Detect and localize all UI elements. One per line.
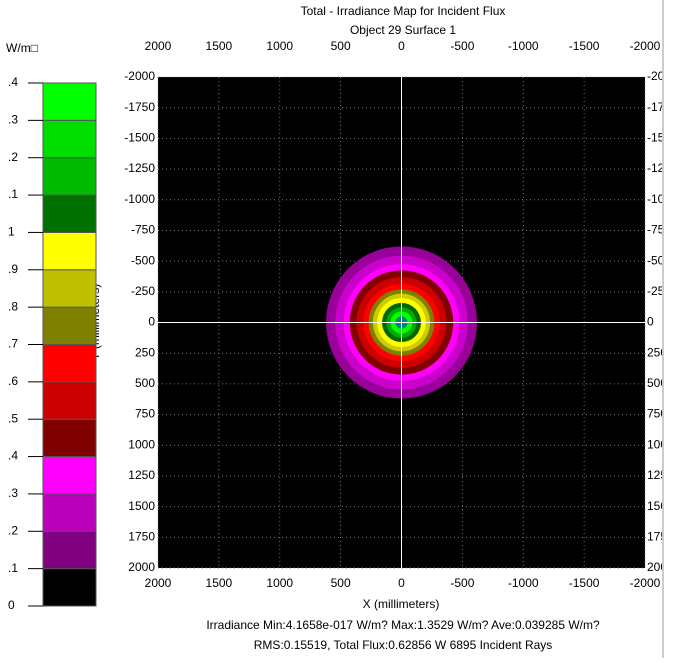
colorbar-label: .4	[8, 449, 18, 463]
y-tick-label: 1000	[647, 437, 674, 451]
colorbar-label: .5	[8, 411, 18, 425]
y-tick-label: -500	[647, 253, 671, 267]
colorbar-box	[42, 493, 97, 532]
y-tick-label: 1250	[647, 468, 674, 482]
y-tick-label: 2000	[647, 560, 674, 574]
x-tick-label: -1500	[569, 576, 600, 590]
colorbar-box	[42, 306, 97, 345]
y-tick-label: 0	[647, 315, 654, 329]
x-tick-label: 500	[331, 576, 351, 590]
y-tick-label: 500	[647, 376, 667, 390]
x-tick-label: -500	[450, 576, 474, 590]
colorbar-label: .4	[8, 75, 18, 89]
y-tick-label: -250	[131, 284, 155, 298]
y-tick-label: 1250	[128, 468, 155, 482]
colorbar-label: .6	[8, 374, 18, 388]
colorbar-label: .2	[8, 150, 18, 164]
y-tick-label: -1250	[124, 161, 155, 175]
colorbar-box	[42, 344, 97, 383]
x-tick-label: 1000	[266, 39, 293, 53]
x-tick-label: 0	[398, 576, 405, 590]
y-tick-label: 1500	[647, 499, 674, 513]
chart-title: Total - Irradiance Map for Incident Flux	[301, 4, 506, 18]
colorbar-box	[42, 381, 97, 420]
x-tick-label: 2000	[145, 576, 172, 590]
y-tick-label: 500	[135, 376, 155, 390]
y-tick-label: 1750	[647, 529, 674, 543]
colorbar-label: 1	[8, 225, 15, 239]
y-tick-label: 250	[135, 345, 155, 359]
x-tick-label: 2000	[145, 39, 172, 53]
y-tick-label: 250	[647, 345, 667, 359]
y-tick-label: 750	[647, 407, 667, 421]
plot-window: Total - Irradiance Map for Incident Flux…	[6, 4, 678, 652]
y-tick-label: 1000	[128, 437, 155, 451]
colorbar-label: 0	[8, 598, 15, 612]
colorbar-label: .8	[8, 299, 18, 313]
colorbar-box	[42, 82, 97, 121]
y-tick-label: -250	[647, 284, 671, 298]
y-tick-label: -2000	[647, 69, 678, 83]
colorbar-box	[42, 231, 97, 271]
colorbar-box	[42, 530, 97, 570]
colorbar-label: .1	[8, 187, 18, 201]
y-tick-label: 2000	[128, 560, 155, 574]
y-tick-label: -2000	[124, 69, 155, 83]
y-tick-label: -1000	[647, 192, 678, 206]
y-tick-label: -1250	[647, 161, 678, 175]
x-tick-label: -1000	[508, 39, 539, 53]
y-tick-label: -1750	[124, 100, 155, 114]
y-tick-label: 0	[148, 315, 155, 329]
x-tick-label: 0	[398, 39, 405, 53]
y-tick-label: -750	[131, 223, 155, 237]
colorbar-box	[42, 269, 97, 308]
colorbar-box	[42, 119, 97, 159]
footer-line: Irradiance Min:4.1658e-017 W/m? Max:1.35…	[206, 618, 600, 632]
colorbar-label: .9	[8, 262, 18, 276]
x-axis-label: X (millimeters)	[363, 597, 440, 611]
y-tick-label: -750	[647, 223, 671, 237]
colorbar-label: .7	[8, 337, 18, 351]
y-tick-label: 750	[135, 407, 155, 421]
colorbar-box	[42, 456, 97, 495]
x-tick-label: 1500	[206, 576, 233, 590]
y-tick-label: 1750	[128, 529, 155, 543]
x-tick-label: 500	[331, 39, 351, 53]
colorbar-box	[42, 194, 97, 233]
y-tick-label: -1750	[647, 100, 678, 114]
colorbar-label: .3	[8, 486, 18, 500]
x-tick-label: -2000	[630, 576, 661, 590]
colorbar-box	[42, 568, 97, 607]
unit-label: W/m□	[6, 41, 38, 55]
x-tick-label: 1000	[266, 576, 293, 590]
chart-subtitle: Object 29 Surface 1	[350, 23, 456, 37]
x-tick-label: -1000	[508, 576, 539, 590]
footer-line: RMS:0.15519, Total Flux:0.62856 W 6895 I…	[254, 638, 553, 652]
y-tick-label: -1500	[124, 131, 155, 145]
colorbar-box	[42, 157, 97, 196]
x-tick-label: -1500	[569, 39, 600, 53]
y-tick-label: -1500	[647, 131, 678, 145]
y-tick-label: 1500	[128, 499, 155, 513]
x-tick-label: -500	[450, 39, 474, 53]
colorbar-label: .2	[8, 523, 18, 537]
colorbar-box	[42, 418, 97, 458]
colorbar-label: .3	[8, 113, 18, 127]
x-tick-label: -2000	[630, 39, 661, 53]
colorbar-label: .1	[8, 561, 18, 575]
x-tick-label: 1500	[206, 39, 233, 53]
y-tick-label: -500	[131, 253, 155, 267]
y-tick-label: -1000	[124, 192, 155, 206]
